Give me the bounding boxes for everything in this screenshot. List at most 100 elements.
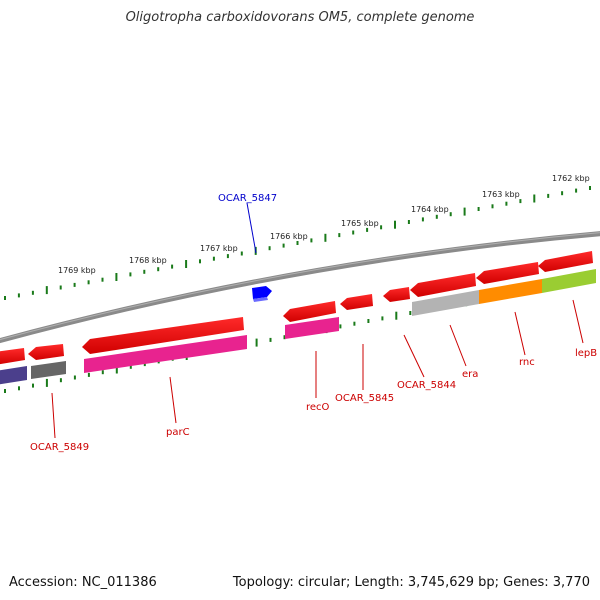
gene-ocar-5847[interactable] [252, 286, 272, 299]
kbp-minor-tick [477, 207, 480, 211]
kbp-minor-tick [143, 269, 146, 274]
kbp-minor-tick [268, 246, 271, 251]
lower-minor-tick [32, 383, 34, 388]
cog-ocar-5849-gray [31, 361, 66, 379]
lower-major-tick [255, 338, 258, 347]
lower-minor-tick [269, 337, 272, 342]
accession-text: Accession: NC_011386 [9, 575, 157, 590]
kbp-minor-tick [421, 217, 424, 222]
leader-lines [51, 202, 584, 439]
kbp-minor-tick [240, 251, 243, 256]
lower-minor-tick [4, 389, 6, 393]
leader-lepb [572, 299, 584, 344]
kbp-minor-tick [575, 188, 578, 193]
kbp-major-tick [463, 207, 466, 216]
kbp-label: 1765 kbp [341, 219, 379, 228]
leader-rnc [514, 311, 526, 356]
kbp-minor-tick [407, 220, 410, 224]
lower-minor-tick [129, 364, 132, 369]
kbp-minor-tick [171, 264, 174, 269]
gene-ocar-5847-shadow [253, 297, 268, 302]
genome-summary-text: Topology: circular; Length: 3,745,629 bp… [232, 575, 590, 590]
reverse-gene-row [0, 251, 593, 365]
kbp-minor-tick [435, 214, 438, 219]
gene-label-rnc[interactable]: rnc [519, 357, 535, 368]
lower-major-tick [45, 378, 48, 387]
kbp-label-group: 1769 kbp 1768 kbp 1767 kbp 1766 kbp 1765 kbp… [58, 174, 590, 275]
gene-label-group: OCAR_5847 OCAR_5849 parC recO OCAR_5845 … [30, 193, 597, 453]
lower-minor-tick [409, 311, 412, 315]
kbp-major-tick [45, 286, 48, 295]
gene-ocar-5845-red[interactable] [340, 294, 373, 310]
kbp-minor-tick [226, 254, 229, 259]
lower-minor-tick [283, 335, 286, 340]
kbp-minor-tick [31, 290, 34, 295]
kbp-major-tick [185, 260, 188, 268]
lower-minor-tick [339, 324, 342, 329]
gene-rnc-red[interactable] [476, 262, 539, 284]
kbp-minor-tick [129, 272, 132, 277]
gene-lepb-red[interactable] [538, 251, 593, 272]
kbp-minor-tick [352, 230, 355, 235]
gene-label-ocar-5847[interactable]: OCAR_5847 [218, 193, 277, 204]
kbp-major-tick [324, 233, 327, 242]
kbp-label: 1762 kbp [552, 174, 590, 183]
kbp-tick-track [4, 186, 591, 300]
kbp-label: 1768 kbp [129, 256, 167, 265]
gene-ocar-5849-red-a[interactable] [0, 348, 25, 365]
gene-label-era[interactable]: era [462, 369, 478, 380]
leader-ocar-5849 [51, 392, 56, 439]
kbp-minor-tick [199, 259, 201, 264]
kbp-minor-tick [505, 201, 508, 206]
gene-label-reco[interactable]: recO [306, 402, 330, 413]
gene-ocar-5844-red[interactable] [383, 287, 410, 302]
cog-lepb-green [542, 269, 596, 293]
kbp-minor-tick [561, 191, 564, 196]
gene-parc-red[interactable] [82, 317, 244, 354]
genome-backbone [0, 231, 600, 344]
gene-reco-red[interactable] [283, 301, 336, 322]
lower-minor-tick [381, 316, 384, 321]
gene-label-ocar-5845[interactable]: OCAR_5845 [335, 393, 394, 404]
kbp-minor-tick [519, 199, 522, 204]
gene-era-red[interactable] [410, 273, 476, 297]
leader-era [449, 324, 467, 367]
kbp-minor-tick [87, 280, 90, 285]
lower-major-tick [115, 365, 118, 374]
kbp-minor-tick [380, 225, 383, 230]
gene-label-lepb[interactable]: lepB [575, 348, 597, 359]
kbp-minor-tick [59, 285, 62, 290]
kbp-minor-tick [212, 256, 215, 261]
cog-parc-magenta [84, 335, 247, 373]
cog-era-lightgray [412, 290, 479, 316]
kbp-minor-tick [282, 243, 285, 248]
kbp-label: 1769 kbp [58, 266, 96, 275]
kbp-minor-tick [338, 233, 341, 238]
kbp-minor-tick [73, 282, 76, 287]
gene-label-parc[interactable]: parC [166, 427, 190, 438]
kbp-minor-tick [157, 267, 160, 272]
lower-minor-tick [367, 319, 370, 323]
gene-label-ocar-5844[interactable]: OCAR_5844 [397, 380, 456, 391]
kbp-minor-tick [449, 212, 452, 217]
lower-minor-tick [73, 375, 76, 380]
genome-backbone-highlight [0, 232, 600, 341]
kbp-label: 1766 kbp [270, 232, 308, 241]
cog-reco-magenta [285, 317, 339, 339]
kbp-label: 1767 kbp [200, 244, 238, 253]
lower-minor-tick [353, 321, 356, 326]
kbp-minor-tick [296, 241, 299, 245]
gene-label-ocar-5849[interactable]: OCAR_5849 [30, 442, 89, 453]
gene-ocar-5849-red-b[interactable] [28, 344, 64, 360]
kbp-major-tick [115, 273, 118, 281]
kbp-label: 1764 kbp [411, 205, 449, 214]
lower-major-tick [395, 311, 398, 320]
kbp-minor-tick [547, 193, 550, 198]
kbp-minor-tick [310, 238, 313, 243]
kbp-minor-tick [101, 277, 104, 282]
leader-ocar-5844 [403, 334, 425, 378]
kbp-major-tick [533, 194, 536, 203]
lower-minor-tick [87, 372, 90, 377]
